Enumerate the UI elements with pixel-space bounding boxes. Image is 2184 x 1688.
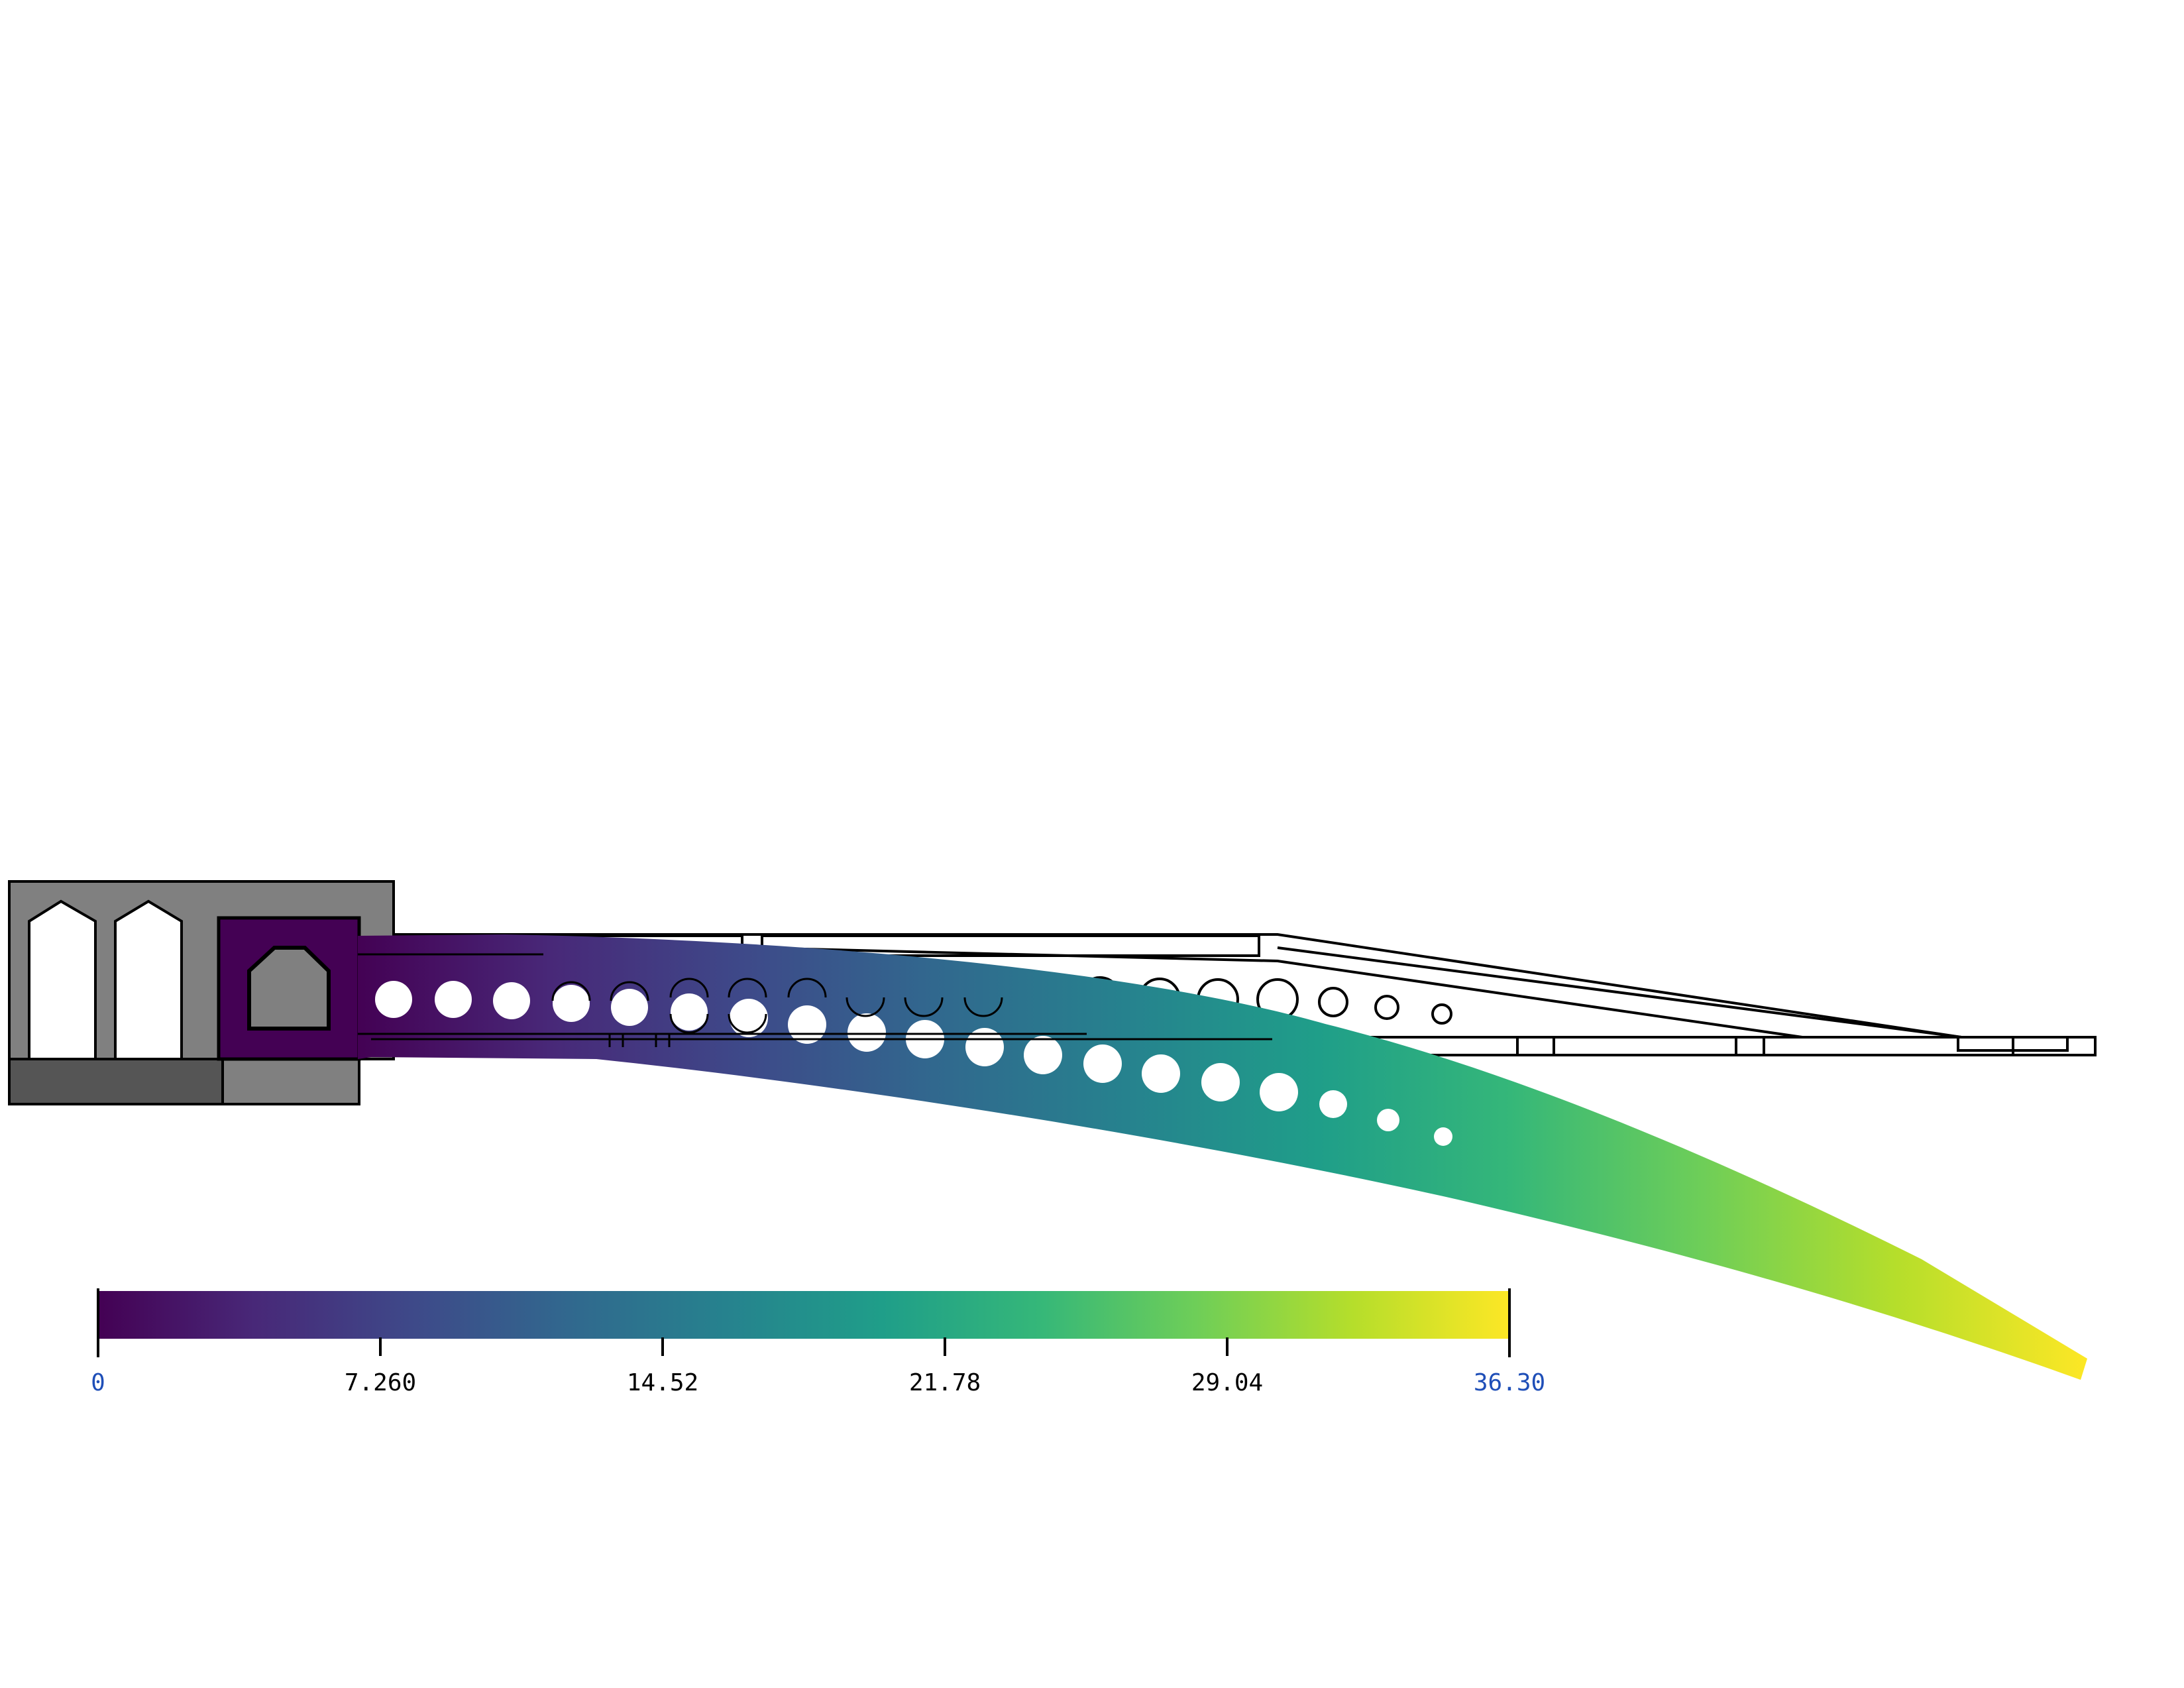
- colorbar-tick-label-2: 14.52: [627, 1369, 698, 1396]
- colorbar: 0 7.260 14.52 21.78 29.04 36.30: [91, 1288, 1545, 1396]
- overlay-hole-arcs: [551, 978, 1003, 1034]
- undeformed-inner-line-2: [1277, 946, 1962, 1039]
- support-slot-right: [114, 899, 183, 1060]
- colorbar-tick-label-3: 21.78: [909, 1369, 981, 1396]
- colorbar-tick-label-0: 0: [91, 1369, 105, 1396]
- support-slot-left: [28, 899, 97, 1060]
- colorbar-gradient: [98, 1291, 1509, 1339]
- colorbar-tick-label-5: 36.30: [1474, 1369, 1545, 1396]
- support-base-right: [221, 1058, 360, 1105]
- support-base-left: [8, 1058, 224, 1105]
- colorbar-tick-label-4: 29.04: [1191, 1369, 1263, 1396]
- clamp-insert: [247, 946, 331, 1031]
- deformed-beam: [358, 934, 2087, 1380]
- support-fixture: [8, 880, 395, 1105]
- colorbar-ticks: 0 7.260 14.52 21.78 29.04 36.30: [91, 1337, 1545, 1396]
- overlay-lines: [358, 953, 1272, 1047]
- deformed-beam-body: [358, 934, 2087, 1380]
- colorbar-tick-label-1: 7.260: [345, 1369, 416, 1396]
- deformed-holes: [375, 981, 1452, 1146]
